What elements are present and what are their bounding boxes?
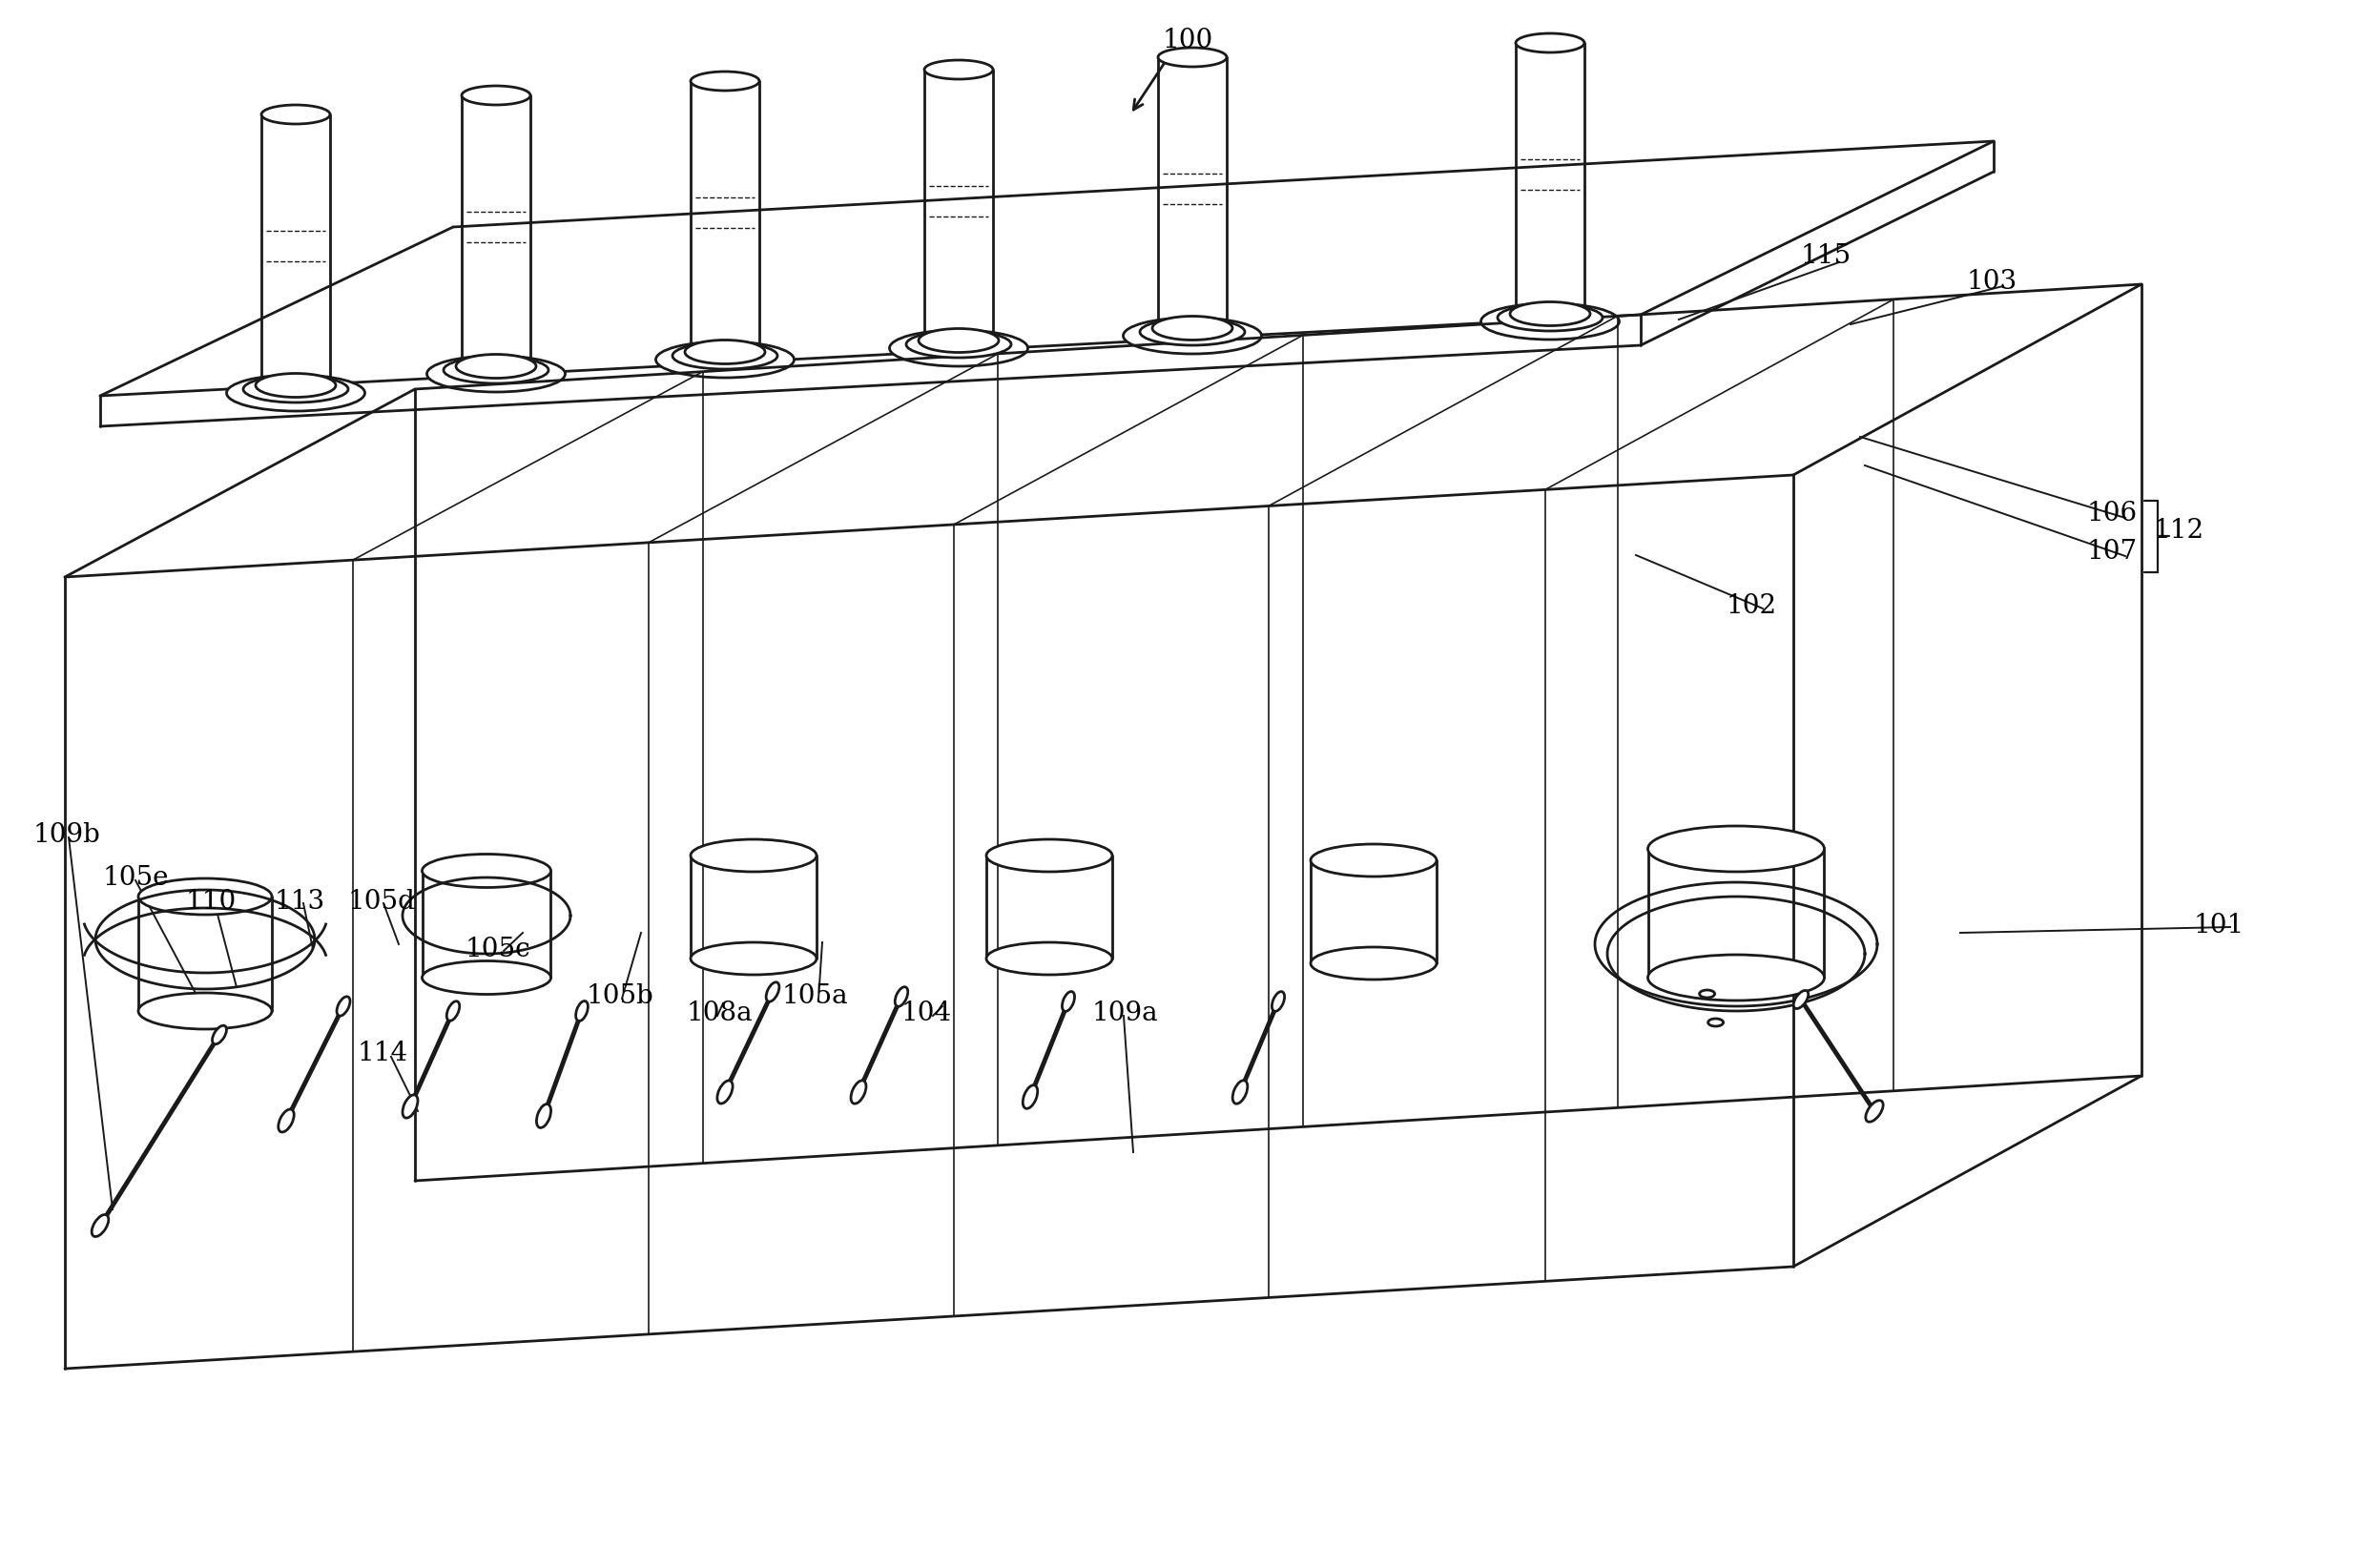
- Text: 112: 112: [2153, 517, 2205, 543]
- Ellipse shape: [925, 60, 992, 78]
- Ellipse shape: [447, 1002, 459, 1021]
- Ellipse shape: [1649, 955, 1825, 1000]
- Ellipse shape: [987, 839, 1113, 872]
- Text: 101: 101: [2193, 913, 2246, 938]
- Ellipse shape: [1708, 1019, 1722, 1027]
- Ellipse shape: [690, 72, 759, 91]
- Ellipse shape: [255, 373, 335, 397]
- Text: 107: 107: [2086, 538, 2139, 564]
- Text: 115: 115: [1801, 243, 1851, 268]
- Ellipse shape: [576, 1000, 588, 1021]
- Ellipse shape: [1699, 989, 1715, 997]
- Ellipse shape: [852, 1080, 866, 1104]
- Text: 113: 113: [274, 889, 326, 914]
- Ellipse shape: [1151, 317, 1232, 340]
- Ellipse shape: [766, 982, 780, 1002]
- Ellipse shape: [457, 354, 535, 378]
- Ellipse shape: [685, 340, 766, 364]
- Text: 104: 104: [902, 1000, 952, 1025]
- Ellipse shape: [1511, 303, 1589, 326]
- Ellipse shape: [421, 961, 552, 994]
- Ellipse shape: [890, 329, 1028, 367]
- Ellipse shape: [538, 1104, 552, 1127]
- Ellipse shape: [278, 1109, 295, 1132]
- Text: 102: 102: [1727, 593, 1777, 618]
- Ellipse shape: [690, 839, 816, 872]
- Text: 100: 100: [1163, 27, 1213, 53]
- Ellipse shape: [716, 1080, 733, 1104]
- Ellipse shape: [138, 993, 271, 1029]
- Text: 105d: 105d: [347, 889, 416, 914]
- Ellipse shape: [1232, 1080, 1247, 1104]
- Ellipse shape: [906, 331, 1011, 358]
- Ellipse shape: [93, 1215, 109, 1237]
- Ellipse shape: [1649, 826, 1825, 872]
- Ellipse shape: [1499, 304, 1603, 331]
- Text: 114: 114: [357, 1041, 409, 1066]
- Ellipse shape: [1794, 991, 1808, 1008]
- Text: 103: 103: [1967, 268, 2017, 295]
- Ellipse shape: [426, 356, 566, 392]
- Text: 105c: 105c: [466, 936, 531, 961]
- Ellipse shape: [1311, 947, 1437, 980]
- Ellipse shape: [1140, 318, 1244, 345]
- Ellipse shape: [1123, 318, 1261, 354]
- Ellipse shape: [1865, 1101, 1884, 1123]
- Ellipse shape: [1273, 991, 1285, 1011]
- Ellipse shape: [212, 1025, 226, 1044]
- Ellipse shape: [462, 86, 531, 105]
- Ellipse shape: [243, 376, 347, 403]
- Text: 109a: 109a: [1092, 1000, 1159, 1025]
- Ellipse shape: [1061, 991, 1075, 1011]
- Ellipse shape: [402, 1094, 419, 1118]
- Ellipse shape: [226, 375, 364, 411]
- Ellipse shape: [1159, 47, 1228, 67]
- Text: 105b: 105b: [588, 983, 654, 1010]
- Ellipse shape: [895, 986, 909, 1007]
- Ellipse shape: [673, 342, 778, 368]
- Ellipse shape: [442, 356, 550, 384]
- Ellipse shape: [338, 997, 350, 1016]
- Ellipse shape: [262, 105, 331, 124]
- Ellipse shape: [138, 878, 271, 914]
- Ellipse shape: [421, 855, 552, 887]
- Ellipse shape: [1023, 1085, 1037, 1109]
- Text: 109b: 109b: [33, 822, 100, 847]
- Text: 110: 110: [186, 889, 238, 914]
- Text: 106: 106: [2086, 500, 2139, 525]
- Ellipse shape: [1311, 844, 1437, 877]
- Text: 105e: 105e: [102, 864, 169, 891]
- Text: 105a: 105a: [783, 983, 849, 1010]
- Ellipse shape: [918, 329, 999, 353]
- Ellipse shape: [657, 342, 795, 378]
- Text: 108a: 108a: [688, 1000, 754, 1025]
- Ellipse shape: [987, 942, 1113, 975]
- Ellipse shape: [1515, 33, 1584, 52]
- Ellipse shape: [690, 942, 816, 975]
- Ellipse shape: [1480, 303, 1620, 340]
